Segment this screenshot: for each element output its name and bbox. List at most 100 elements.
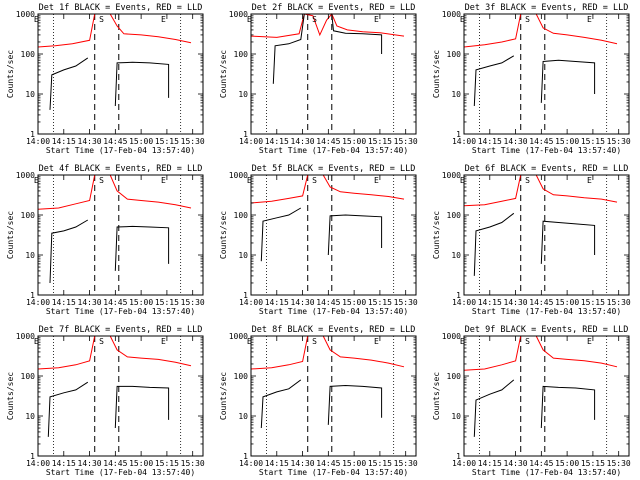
- x-tick-label: 14:15: [478, 459, 502, 468]
- x-tick-label: 14:30: [504, 459, 528, 468]
- y-axis-label: Counts/sec: [6, 211, 15, 259]
- series-red-line: [463, 335, 618, 371]
- x-axis-label: Start Time (17-Feb-04 13:57:40): [46, 146, 195, 155]
- chart-title: Det 4f BLACK = Events, RED = LLD: [39, 164, 203, 174]
- y-tick-label: 1: [456, 291, 461, 300]
- x-tick-label: 14:15: [478, 298, 502, 307]
- series-red-line: [250, 13, 405, 38]
- plot-frame: [37, 335, 204, 457]
- event-marker-label: S: [525, 176, 530, 185]
- x-tick-label: 15:15: [155, 459, 179, 468]
- x-axis-label: Start Time (17-Feb-04 13:57:40): [46, 468, 195, 477]
- y-tick-label: 1: [243, 291, 248, 300]
- event-marker-label: E: [587, 337, 592, 346]
- x-tick-label: 15:00: [342, 459, 366, 468]
- series-black-line: [327, 384, 383, 425]
- x-tick-label: 14:30: [504, 137, 528, 146]
- x-tick-label: 14:45: [103, 298, 127, 307]
- series-black-line: [260, 207, 302, 262]
- event-marker-label: E: [460, 15, 465, 24]
- x-tick-label: 14:15: [265, 298, 289, 307]
- chart-panel-7: Det 7f BLACK = Events, RED = LLD 1 10 100 10…: [6, 325, 205, 477]
- x-tick-label: 14:30: [291, 298, 315, 307]
- x-tick-label: 14:30: [291, 459, 315, 468]
- y-tick-label: 1000: [16, 332, 35, 341]
- series-red-line: [463, 174, 618, 207]
- y-tick-label: 100: [447, 211, 462, 220]
- x-tick-label: 14:45: [103, 459, 127, 468]
- x-axis-label: Start Time (17-Feb-04 13:57:40): [472, 307, 621, 316]
- x-tick-label: 14:00: [452, 459, 476, 468]
- x-tick-label: 15:00: [129, 459, 153, 468]
- plot-frame: [250, 13, 417, 135]
- event-marker-label: E: [34, 15, 39, 24]
- x-tick-label: 15:00: [129, 137, 153, 146]
- x-tick-label: 15:15: [581, 459, 605, 468]
- y-tick-label: 10: [238, 251, 248, 260]
- event-marker-label: E: [161, 15, 166, 24]
- event-marker-label: E: [247, 15, 252, 24]
- chart-panel-9: Det 9f BLACK = Events, RED = LLD 1 10 100 10…: [432, 325, 631, 477]
- x-tick-label: 15:00: [129, 298, 153, 307]
- event-marker-label: E: [587, 176, 592, 185]
- x-tick-label: 14:15: [265, 137, 289, 146]
- series-black-line: [272, 13, 305, 84]
- x-tick-label: 14:45: [103, 137, 127, 146]
- y-tick-label: 10: [451, 90, 461, 99]
- chart-title: Det 5f BLACK = Events, RED = LLD: [252, 164, 416, 174]
- x-tick-label: 14:15: [265, 459, 289, 468]
- plot-frame: [37, 13, 204, 135]
- series-black-line: [473, 212, 515, 276]
- chart-title: Det 1f BLACK = Events, RED = LLD: [39, 3, 203, 13]
- event-marker-label: E: [161, 176, 166, 185]
- series-black-line: [540, 220, 596, 264]
- y-tick-label: 1000: [16, 10, 35, 19]
- x-axis-label: Start Time (17-Feb-04 13:57:40): [472, 146, 621, 155]
- x-tick-label: 14:00: [26, 459, 50, 468]
- y-tick-label: 10: [451, 412, 461, 421]
- x-axis-label: Start Time (17-Feb-04 13:57:40): [472, 468, 621, 477]
- y-tick-label: 100: [21, 50, 36, 59]
- chart-panel-3: Det 3f BLACK = Events, RED = LLD 1 10 100 10…: [432, 3, 631, 155]
- y-tick-label: 1000: [16, 171, 35, 180]
- y-axis-label: Counts/sec: [6, 372, 15, 420]
- x-tick-label: 14:00: [239, 298, 263, 307]
- x-tick-label: 15:15: [368, 137, 392, 146]
- event-marker-label: E: [374, 337, 379, 346]
- chart-panel-4: Det 4f BLACK = Events, RED = LLD 1 10 100 10…: [6, 164, 205, 316]
- event-marker-label: S: [312, 15, 317, 24]
- x-tick-label: 15:00: [555, 137, 579, 146]
- chart-title: Det 3f BLACK = Events, RED = LLD: [465, 3, 629, 13]
- x-axis-label: Start Time (17-Feb-04 13:57:40): [46, 307, 195, 316]
- y-axis-label: Counts/sec: [219, 211, 228, 259]
- x-tick-label: 14:45: [316, 137, 340, 146]
- x-tick-label: 15:30: [607, 137, 631, 146]
- y-tick-label: 1000: [442, 332, 461, 341]
- x-tick-label: 14:00: [452, 298, 476, 307]
- series-black-line: [114, 61, 170, 107]
- y-tick-label: 1: [30, 130, 35, 139]
- event-marker-label: E: [460, 176, 465, 185]
- series-red-line: [37, 174, 192, 210]
- x-tick-label: 14:00: [239, 459, 263, 468]
- x-tick-label: 15:15: [368, 459, 392, 468]
- plot-frame: [250, 174, 417, 296]
- chart-panel-5: Det 5f BLACK = Events, RED = LLD 1 10 100 10…: [219, 164, 418, 316]
- event-marker-label: E: [247, 337, 252, 346]
- series-black-line: [114, 225, 170, 271]
- y-axis-label: Counts/sec: [432, 50, 441, 98]
- x-tick-label: 15:00: [555, 459, 579, 468]
- series-black-line: [327, 214, 383, 256]
- x-tick-label: 14:15: [52, 298, 76, 307]
- y-axis-label: Counts/sec: [219, 50, 228, 98]
- x-tick-label: 14:15: [52, 137, 76, 146]
- y-tick-label: 1: [456, 452, 461, 461]
- x-tick-label: 15:30: [181, 459, 205, 468]
- x-tick-label: 14:15: [52, 459, 76, 468]
- series-black-line: [47, 381, 89, 437]
- chart-panel-8: Det 8f BLACK = Events, RED = LLD 1 10 100 10…: [219, 325, 418, 477]
- x-tick-label: 14:45: [529, 459, 553, 468]
- x-tick-label: 15:30: [181, 137, 205, 146]
- x-axis-label: Start Time (17-Feb-04 13:57:40): [259, 307, 408, 316]
- plot-frame: [463, 335, 630, 457]
